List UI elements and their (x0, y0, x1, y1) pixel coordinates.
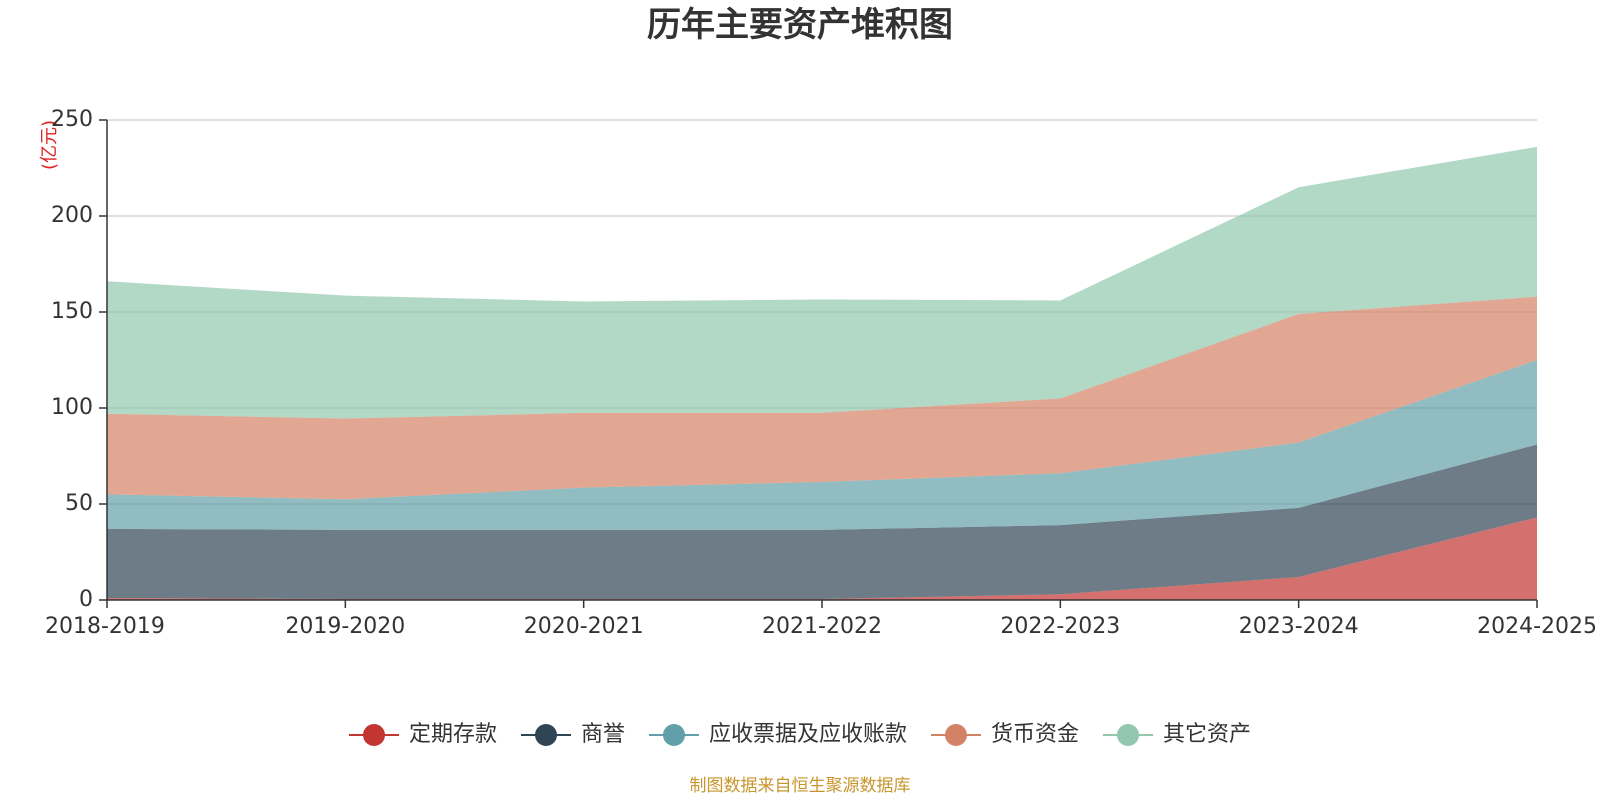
area-series-group (107, 146, 1537, 600)
legend-item-3[interactable]: 应收票据及应收账款 (649, 722, 907, 747)
area-series-2 (107, 444, 1537, 600)
area-series-3 (107, 360, 1537, 530)
area-series-1 (107, 517, 1537, 600)
y-tick-label: 0 (79, 587, 93, 612)
x-tick-label: 2021-2022 (762, 614, 882, 639)
legend-marker-icon (363, 724, 385, 746)
legend-item-5[interactable]: 其它资产 (1103, 722, 1251, 747)
legend-label: 货币资金 (991, 722, 1079, 747)
legend-label: 商誉 (581, 722, 625, 747)
chart-title: 历年主要资产堆积图 (647, 5, 953, 45)
y-axis-unit-label: (亿元) (39, 120, 60, 170)
legend-item-1[interactable]: 定期存款 (349, 722, 497, 747)
legend-marker-icon (535, 724, 557, 746)
y-tick-label: 100 (51, 395, 93, 420)
y-axis-ticks: 0 50 100 150 200 250 (51, 107, 107, 612)
legend[interactable]: 定期存款 商誉 应收票据及应收账款 货币资金 其它资产 (349, 722, 1251, 747)
y-tick-label: 200 (51, 203, 93, 228)
source-note: 制图数据来自恒生聚源数据库 (690, 776, 911, 796)
y-tick-label: 50 (65, 491, 93, 516)
x-axis-ticks: 2018-2019 2019-2020 2020-2021 2021-2022 2022… (45, 600, 1597, 639)
legend-item-4[interactable]: 货币资金 (931, 722, 1079, 747)
area-series-5 (107, 146, 1537, 419)
legend-label: 定期存款 (409, 722, 497, 747)
x-tick-label: 2024-2025 (1477, 614, 1597, 639)
legend-label: 其它资产 (1163, 722, 1251, 747)
x-tick-label: 2020-2021 (524, 614, 644, 639)
legend-marker-icon (945, 724, 967, 746)
y-tick-label: 150 (51, 299, 93, 324)
x-tick-label: 2022-2023 (1000, 614, 1120, 639)
y-tick-label: 250 (51, 107, 93, 132)
legend-marker-icon (663, 724, 685, 746)
legend-item-2[interactable]: 商誉 (521, 722, 625, 747)
area-series-4 (107, 296, 1537, 500)
x-tick-label: 2019-2020 (285, 614, 405, 639)
legend-marker-icon (1117, 724, 1139, 746)
legend-label: 应收票据及应收账款 (709, 722, 907, 747)
x-tick-label: 2023-2024 (1239, 614, 1359, 639)
x-tick-label: 2018-2019 (45, 614, 165, 639)
